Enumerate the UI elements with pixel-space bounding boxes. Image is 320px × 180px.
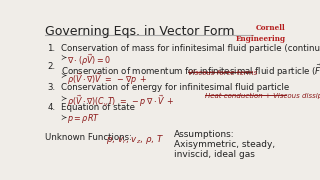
Text: inviscid, ideal gas: inviscid, ideal gas <box>174 150 255 159</box>
Text: Axisymmetric, steady,: Axisymmetric, steady, <box>174 140 275 149</box>
Text: 2.: 2. <box>47 62 56 71</box>
Text: $p = \rho R T$: $p = \rho R T$ <box>67 112 100 125</box>
Text: Viscous force terms: Viscous force terms <box>188 70 258 76</box>
Text: $\rho(\vec{V}\cdot\nabla)\vec{V}\ =\ -\nabla p\ +$: $\rho(\vec{V}\cdot\nabla)\vec{V}\ =\ -\n… <box>67 71 148 87</box>
Text: Conservation of mass for infinitesimal fluid particle (continuity eq.): Conservation of mass for infinitesimal f… <box>61 44 320 53</box>
Text: 1.: 1. <box>47 44 56 53</box>
Text: $p,\,v_r,\,v_z,\,\rho,\,T$: $p,\,v_r,\,v_z,\,\rho,\,T$ <box>107 133 165 146</box>
Text: Equation of state: Equation of state <box>61 103 135 112</box>
Text: 3.: 3. <box>47 83 56 92</box>
Text: $\nabla \cdot (\rho\vec{V}) = 0$: $\nabla \cdot (\rho\vec{V}) = 0$ <box>67 52 111 68</box>
Text: Conservation of momentum for infinitesimal fluid particle ($\vec{F} = m\vec{a}$): Conservation of momentum for infinitesim… <box>61 62 320 79</box>
Text: Governing Eqs. in Vector Form: Governing Eqs. in Vector Form <box>45 25 235 38</box>
Text: $\rho(\vec{V}\cdot\nabla)(C_v T)\ =\ -p\,\nabla\cdot\vec{V}\ +$: $\rho(\vec{V}\cdot\nabla)(C_v T)\ =\ -p\… <box>67 94 175 109</box>
Text: Engineering: Engineering <box>236 35 285 43</box>
Text: $\succ$: $\succ$ <box>59 112 68 122</box>
Text: Cornell: Cornell <box>256 24 285 32</box>
Text: $\succ$: $\succ$ <box>59 71 68 80</box>
Text: Heat conduction + Viscous dissipation: Heat conduction + Viscous dissipation <box>205 93 320 99</box>
Text: $\succ$: $\succ$ <box>59 52 68 62</box>
Text: Conservation of energy for infinitesimal fluid particle: Conservation of energy for infinitesimal… <box>61 83 289 92</box>
Text: Unknown Functions:: Unknown Functions: <box>45 133 135 142</box>
Text: Assumptions:: Assumptions: <box>174 130 235 139</box>
Text: 4.: 4. <box>47 103 56 112</box>
Text: $\succ$: $\succ$ <box>59 94 68 103</box>
